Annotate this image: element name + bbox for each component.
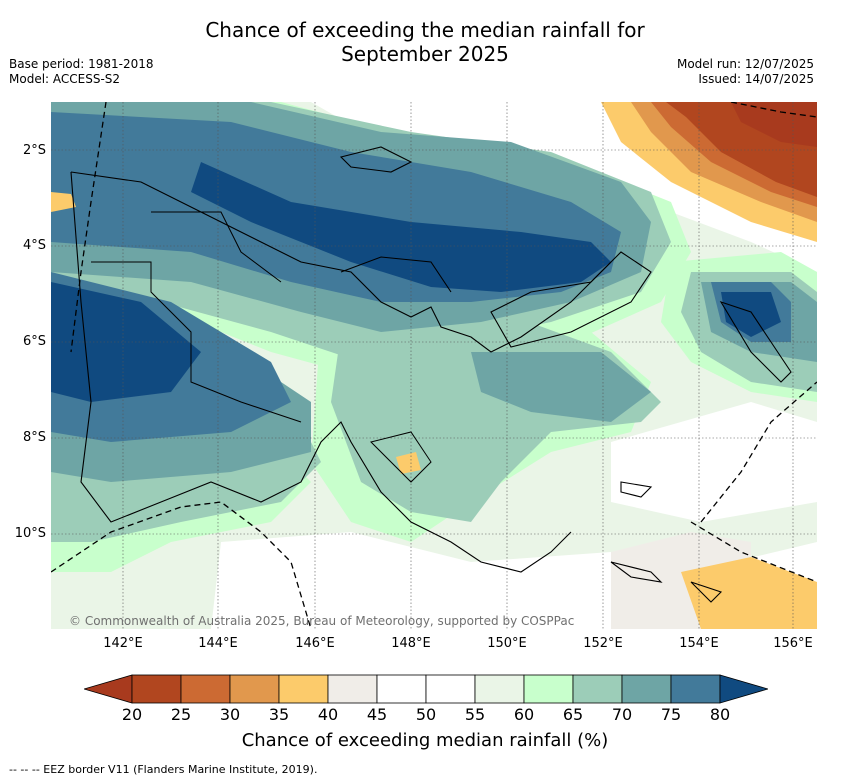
model-text: Model: ACCESS-S2 bbox=[9, 72, 121, 86]
lat-label-6s: 6°S bbox=[22, 334, 46, 349]
region-35-west bbox=[51, 192, 76, 212]
colorbar-tick-label: 20 bbox=[121, 705, 143, 724]
colorbar-tick-label: 25 bbox=[170, 705, 192, 724]
colorbar-arrow-low bbox=[84, 674, 133, 704]
region-35-se bbox=[681, 557, 817, 629]
colorbar-cell bbox=[376, 674, 427, 704]
meta-right: Model run: 12/07/2025 Issued: 14/07/2025 bbox=[677, 57, 814, 87]
colorbar bbox=[84, 674, 768, 704]
colorbar-cell bbox=[229, 674, 280, 704]
colorbar-title: Chance of exceeding median rainfall (%) bbox=[241, 730, 609, 751]
map-title: Chance of exceeding the median rainfall … bbox=[0, 18, 850, 66]
eez-footnote: -- -- -- EEZ border V11 (Flanders Marine… bbox=[9, 763, 318, 776]
colorbar-arrow-high bbox=[719, 674, 768, 704]
copyright-text: © Commonwealth of Australia 2025, Bureau… bbox=[69, 614, 575, 628]
colorbar-cell bbox=[670, 674, 721, 704]
meta-left: Base period: 1981-2018 Model: ACCESS-S2 bbox=[9, 57, 154, 87]
issued-text: Issued: 14/07/2025 bbox=[698, 72, 814, 86]
lon-label-148e: 148°E bbox=[391, 636, 431, 651]
colorbar-tick-label: 70 bbox=[611, 705, 633, 724]
region-above-80-north bbox=[191, 162, 611, 292]
colorbar-tick-label: 35 bbox=[268, 705, 290, 724]
colorbar-cell bbox=[278, 674, 329, 704]
colorbar-cell bbox=[425, 674, 476, 704]
colorbar-cells bbox=[84, 674, 768, 704]
lat-label-2s: 2°S bbox=[22, 143, 46, 158]
colorbar-cell bbox=[131, 674, 182, 704]
lon-label-152e: 152°E bbox=[583, 636, 623, 651]
lat-label-10s: 10°S bbox=[14, 526, 46, 541]
model-run-text: Model run: 12/07/2025 bbox=[676, 57, 814, 71]
colorbar-tick-label: 50 bbox=[415, 705, 437, 724]
lat-label-4s: 4°S bbox=[22, 238, 46, 253]
colorbar-tick-label: 40 bbox=[317, 705, 339, 724]
colorbar-tick-label: 65 bbox=[562, 705, 584, 724]
colorbar-cell bbox=[474, 674, 525, 704]
region-below-20-ne bbox=[731, 102, 817, 147]
colorbar-tick-label: 30 bbox=[219, 705, 241, 724]
region-35-spot bbox=[396, 452, 421, 474]
colorbar-cell bbox=[572, 674, 623, 704]
colorbar-cell bbox=[180, 674, 231, 704]
title-line-2: September 2025 bbox=[341, 42, 509, 66]
colorbar-tick-label: 60 bbox=[513, 705, 535, 724]
base-period-text: Base period: 1981-2018 bbox=[9, 57, 154, 71]
region-75-central bbox=[471, 352, 651, 422]
colorbar-tick-label: 45 bbox=[366, 705, 388, 724]
lon-label-144e: 144°E bbox=[198, 636, 238, 651]
rainfall-map-svg bbox=[51, 102, 817, 629]
coastlines bbox=[70, 146, 792, 603]
rainfall-map: © Commonwealth of Australia 2025, Bureau… bbox=[51, 102, 817, 629]
lon-label-154e: 154°E bbox=[679, 636, 719, 651]
region-above-80-east bbox=[721, 292, 781, 337]
colorbar-cell bbox=[523, 674, 574, 704]
colorbar-tick-label: 80 bbox=[709, 705, 731, 724]
colorbar-tick-label: 55 bbox=[464, 705, 486, 724]
title-line-1: Chance of exceeding the median rainfall … bbox=[205, 18, 645, 42]
lon-label-142e: 142°E bbox=[103, 636, 143, 651]
colorbar-cell bbox=[621, 674, 672, 704]
lon-label-146e: 146°E bbox=[295, 636, 335, 651]
colorbar-cell bbox=[327, 674, 378, 704]
province-borders bbox=[91, 211, 432, 483]
eez-border bbox=[51, 102, 817, 629]
colorbar-tick-label: 75 bbox=[660, 705, 682, 724]
lat-label-8s: 8°S bbox=[22, 430, 46, 445]
lon-label-156e: 156°E bbox=[773, 636, 813, 651]
lon-label-150e: 150°E bbox=[487, 636, 527, 651]
